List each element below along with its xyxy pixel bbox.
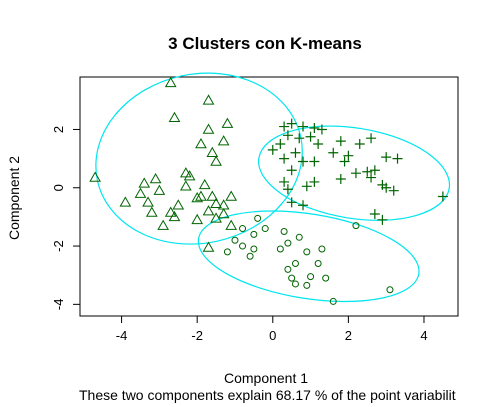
cluster-1-point: [219, 136, 229, 145]
cluster-3-point: [262, 226, 268, 232]
cluster-3-point: [232, 237, 238, 243]
cluster-2-point: [355, 139, 365, 149]
plot-area: -4 -2 0 2 4 -4 -2 0 2: [51, 54, 458, 343]
cluster-3-point: [289, 275, 295, 281]
cluster-2-point: [294, 133, 304, 143]
cluster-3-point: [308, 274, 314, 280]
y-tick-label: 0: [51, 184, 66, 191]
x-tick-label: 4: [420, 328, 427, 343]
cluster-1-point: [173, 200, 183, 209]
cluster-3-point: [255, 215, 261, 221]
cluster-1-point: [151, 174, 161, 183]
cluster-2-point: [336, 174, 346, 184]
plot-frame: [80, 77, 458, 316]
cluster-2-point: [351, 168, 361, 178]
cluster-1-point: [204, 124, 214, 133]
cluster-1-point: [90, 173, 100, 182]
cluster-3-point: [277, 246, 283, 252]
cluster-1-point: [120, 197, 130, 206]
y-tick-label: -2: [51, 240, 66, 252]
cluster-2-point: [306, 132, 316, 142]
chart-subtitle: These two components explain 68.17 % of …: [79, 387, 456, 403]
cluster-3-point: [323, 275, 329, 281]
cluster-2-point: [381, 152, 391, 162]
cluster-2-point: [268, 145, 278, 155]
cluster-2-point: [302, 181, 312, 191]
cluster-2-point: [298, 200, 308, 210]
cluster-1-point: [154, 186, 164, 195]
x-axis-label: Component 1: [224, 370, 308, 386]
cluster-2-point: [377, 215, 387, 225]
cluster-3-point: [251, 246, 257, 252]
cluster-3-point: [285, 266, 291, 272]
cluster-1-point: [226, 221, 236, 230]
y-tick-label: -4: [51, 299, 66, 311]
cluster-3-point: [240, 243, 246, 249]
cluster-2-point: [298, 157, 308, 167]
cluster-1-point: [196, 139, 206, 148]
cluster-1-point: [143, 197, 153, 206]
cluster-1-point: [207, 148, 217, 157]
cluster-3-point: [304, 282, 310, 288]
cluster-2-point: [279, 154, 289, 164]
x-tick-label: -2: [191, 328, 203, 343]
cluster-1-point: [211, 157, 221, 166]
cluster-3-point: [387, 287, 393, 293]
cluster-1-point: [226, 192, 236, 201]
x-tick-label: 0: [269, 328, 276, 343]
cluster-3-point: [292, 261, 298, 267]
x-tick-label: -4: [116, 328, 128, 343]
cluster-3-point: [285, 240, 291, 246]
y-tick-label: 2: [51, 126, 66, 133]
cluster-3-point: [240, 226, 246, 232]
cluster-3-point: [281, 228, 287, 234]
chart-title: 3 Clusters con K-means: [168, 34, 362, 53]
cluster-1-point: [200, 180, 210, 189]
cluster-2-point: [309, 177, 319, 187]
cluster-2-point: [336, 136, 346, 146]
cluster-3-point: [224, 249, 230, 255]
cluster-1-point: [158, 221, 168, 230]
cluster-3-point: [247, 253, 253, 259]
cluster-3-point: [304, 249, 310, 255]
cluster-1-point: [181, 181, 191, 190]
cluster-3-point: [292, 281, 298, 287]
cluster-3-point: [251, 231, 257, 237]
cluster-1-point: [139, 178, 149, 187]
cluster-1-point: [147, 208, 157, 217]
cluster-2-point: [283, 130, 293, 140]
cluster-2-point: [290, 148, 300, 158]
cluster-3-point: [315, 261, 321, 267]
cluster-1-point: [204, 243, 214, 252]
cluster-2-point: [309, 123, 319, 133]
cluster-2-point: [393, 154, 403, 164]
cluster-2-point: [366, 133, 376, 143]
cluster-1-point: [192, 215, 202, 224]
cluster-2-point: [287, 165, 297, 175]
cluster-2-point: [275, 139, 285, 149]
cluster-3-point: [296, 234, 302, 240]
cluster-2-point: [313, 139, 323, 149]
cluster-1-point: [204, 95, 214, 104]
cluster-1-point: [222, 119, 232, 128]
y-axis-label: Component 2: [6, 156, 22, 240]
cluster-3-point: [319, 246, 325, 252]
cluster-2-point: [309, 157, 319, 167]
cluster-2-point: [370, 209, 380, 219]
cluster-2-point: [328, 148, 338, 158]
x-tick-label: 2: [345, 328, 352, 343]
cluster-1-point: [135, 189, 145, 198]
cluster-2-point: [438, 192, 448, 202]
cluster-1-point: [170, 113, 180, 122]
